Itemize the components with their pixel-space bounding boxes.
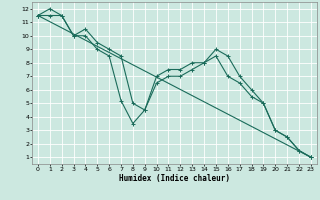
X-axis label: Humidex (Indice chaleur): Humidex (Indice chaleur) (119, 174, 230, 183)
